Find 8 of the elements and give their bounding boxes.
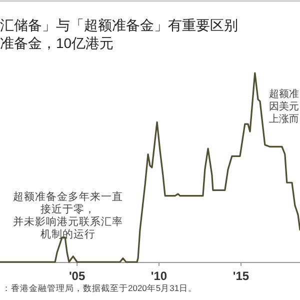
chart-title: 汇储备」与「超额准备金」有重要区别 bbox=[0, 17, 238, 33]
annotation: 超额准备金多年来一直接近于零，并未影响港元联系汇率机制的运行 bbox=[13, 190, 123, 240]
chart-subtitle: 准备金，10亿港元 bbox=[0, 35, 114, 51]
x-tick-label: '15 bbox=[232, 269, 250, 283]
annotation: 超额准因美元上涨而 bbox=[269, 88, 299, 125]
x-tick-label: '05 bbox=[68, 269, 86, 283]
x-tick-label: '10 bbox=[150, 269, 168, 283]
text: ：香港金融管理局，数据截至于2020年5月31日。 bbox=[2, 283, 198, 293]
